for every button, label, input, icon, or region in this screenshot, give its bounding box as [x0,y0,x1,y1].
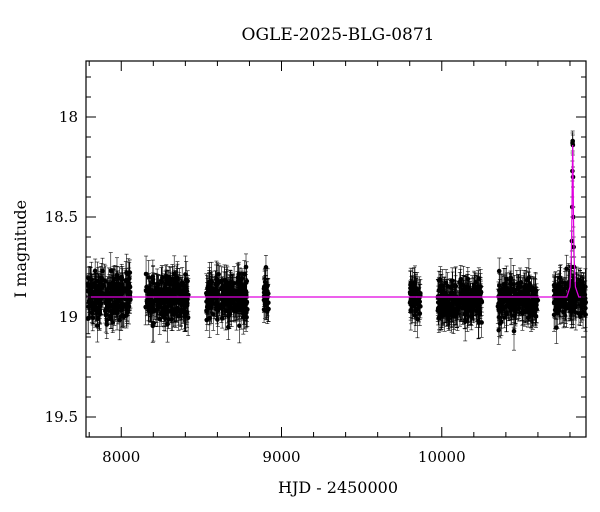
data-point [505,282,511,306]
data-point [98,281,103,303]
data-point [459,283,464,305]
data-point [210,277,216,306]
data-point [412,272,417,296]
data-point [464,275,469,315]
data-point [265,278,271,309]
data-point [117,272,123,304]
data-point [457,281,463,321]
data-point [414,277,419,300]
data-point [467,295,473,316]
data-point [212,288,217,319]
data-point [528,296,534,332]
data-point [243,253,249,281]
data-point [114,291,119,318]
data-point [511,289,517,312]
data-point [231,266,237,301]
data-point [580,280,585,303]
x-tick-label: 10000 [418,448,466,466]
data-point [156,275,161,294]
data-point [214,276,220,294]
data-point [242,260,247,289]
data-point [103,297,109,333]
data-point [509,287,514,321]
data-point [451,291,457,330]
data-point [560,288,565,312]
data-point [239,286,244,316]
y-axis-label: I magnitude [11,200,30,298]
data-point [172,274,178,303]
data-point [515,291,521,314]
data-point [155,287,161,315]
data-point [94,308,100,343]
y-tick-label: 19 [59,308,78,326]
data-point [497,273,502,308]
data-point [87,279,92,319]
data-point [103,280,108,308]
data-point [237,275,242,307]
data-point [148,277,154,308]
data-point [222,264,227,296]
data-point [508,258,514,298]
data-point [123,268,129,295]
data-point [167,284,173,317]
data-point [263,254,269,280]
data-point [230,274,235,306]
data-point [155,289,160,327]
data-point [126,288,132,325]
data-point [152,283,157,320]
data-point [145,288,151,322]
data-point [87,278,93,307]
data-point [446,285,452,323]
data-point [244,261,250,301]
data-point [204,309,210,331]
data-point [473,272,479,292]
plot-frame [85,60,587,438]
x-tick-label: 8000 [102,448,140,466]
data-point [502,268,508,309]
data-point [165,270,170,296]
data-point [236,295,242,314]
data-point [569,278,574,313]
data-point [455,290,460,318]
plot-area [85,130,589,351]
data-point [556,293,562,317]
model-curve [86,144,586,298]
data-point [243,303,248,321]
x-tick-label: 9000 [262,448,300,466]
data-point [125,258,131,291]
axis-ticks: 8000 9000 10000 18 18.5 19 19.5 [45,61,586,466]
chart-title: OGLE-2025-BLG-0871 [242,25,435,45]
data-point [526,281,532,319]
x-axis-label: HJD - 2450000 [278,478,398,497]
data-point [438,294,443,321]
y-tick-label: 18.5 [45,208,78,226]
data-point [466,295,471,326]
data-point [185,270,190,292]
y-tick-label: 18 [59,108,78,126]
data-point [185,299,191,336]
data-point [572,296,578,319]
data-point [165,305,170,343]
data-point [477,287,483,313]
data-point [410,268,416,304]
y-tick-label: 19.5 [45,408,78,426]
